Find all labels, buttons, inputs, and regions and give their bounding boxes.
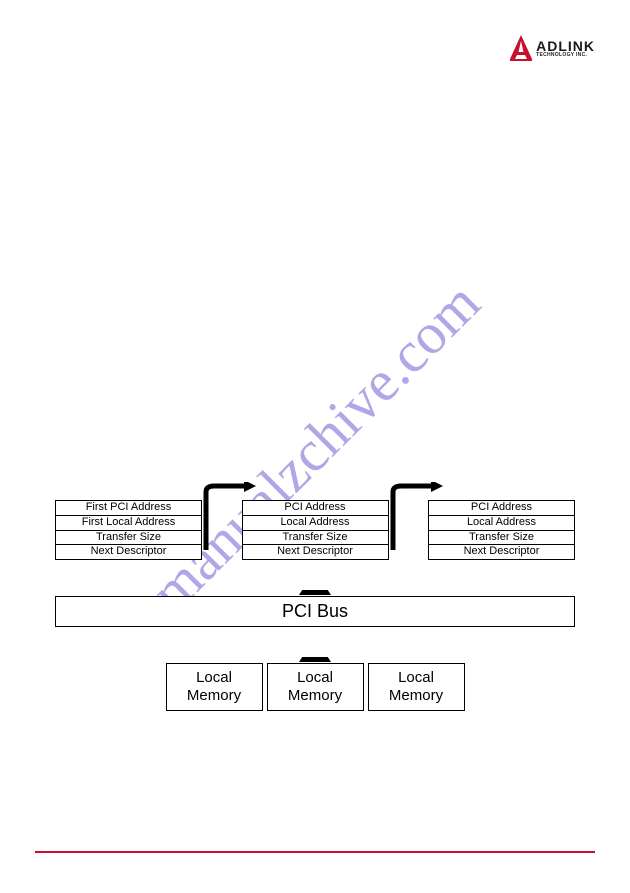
memory-block: LocalMemory: [368, 663, 465, 711]
descriptor-row-label: First Local Address: [56, 516, 201, 531]
descriptor-row: First PCI Address First Local Address Tr…: [55, 500, 575, 560]
descriptor-row-label: Transfer Size: [56, 531, 201, 546]
diagram: First PCI Address First Local Address Tr…: [55, 500, 575, 711]
memory-label: LocalMemory: [187, 669, 241, 705]
logo-sub-text: TECHNOLOGY INC.: [536, 53, 595, 58]
memory-label: LocalMemory: [389, 669, 443, 705]
descriptor-block-1: PCI Address Local Address Transfer Size …: [242, 500, 389, 560]
descriptor-block-0: First PCI Address First Local Address Tr…: [55, 500, 202, 560]
memory-block: LocalMemory: [267, 663, 364, 711]
logo: ADLINK TECHNOLOGY INC.: [510, 35, 595, 61]
triangle-bottom: [301, 635, 329, 657]
memory-row: LocalMemory LocalMemory LocalMemory: [55, 663, 575, 711]
descriptor-row-label: Transfer Size: [429, 531, 574, 546]
descriptor-row-label: Next Descriptor: [429, 545, 574, 559]
descriptor-row-label: Next Descriptor: [243, 545, 388, 559]
descriptor-row-label: Transfer Size: [243, 531, 388, 546]
descriptor-row-label: Local Address: [243, 516, 388, 531]
descriptor-row-label: PCI Address: [243, 501, 388, 516]
memory-label: LocalMemory: [288, 669, 342, 705]
descriptor-row-label: First PCI Address: [56, 501, 201, 516]
logo-text: ADLINK TECHNOLOGY INC.: [536, 39, 595, 58]
logo-icon: [510, 35, 532, 61]
bottom-rule: [35, 851, 595, 853]
descriptor-row-label: Next Descriptor: [56, 545, 201, 559]
pci-bus: PCI Bus: [55, 596, 575, 627]
descriptor-row-label: Local Address: [429, 516, 574, 531]
memory-block: LocalMemory: [166, 663, 263, 711]
descriptor-row-label: PCI Address: [429, 501, 574, 516]
descriptor-block-2: PCI Address Local Address Transfer Size …: [428, 500, 575, 560]
logo-main-text: ADLINK: [536, 39, 595, 53]
triangle-top: [301, 568, 329, 590]
